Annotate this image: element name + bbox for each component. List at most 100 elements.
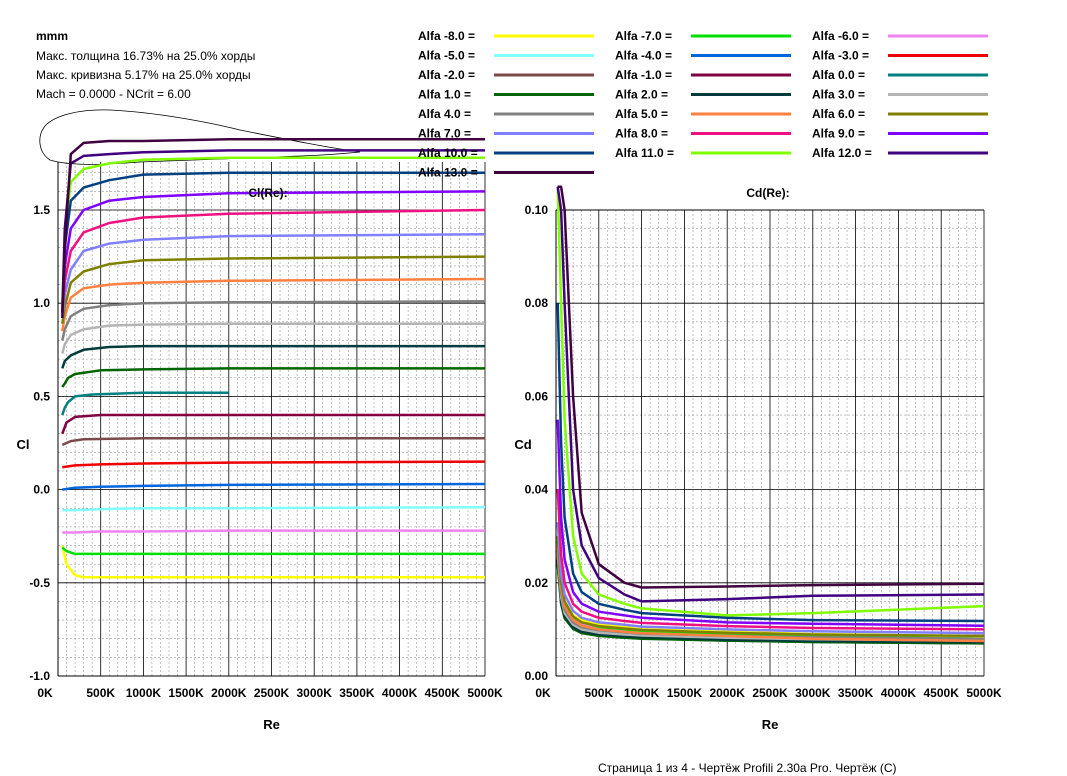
x-tick-label: 5000K [966, 686, 1002, 700]
series-line [61, 322, 485, 354]
y-axis-label: Cl [17, 437, 30, 452]
x-tick-label: 1000K [624, 686, 660, 700]
x-tick-label: 3000K [795, 686, 831, 700]
series-line [556, 536, 985, 638]
series-line [62, 529, 485, 534]
legend-label: Alfa -1.0 = [615, 68, 672, 82]
x-tick-label: 1500K [168, 686, 204, 700]
y-tick-label: 1.5 [33, 203, 50, 217]
series-line [556, 522, 985, 635]
legend: Alfa -8.0 = Alfa -7.0 = Alfa -6.0 = Alfa -5… [418, 29, 988, 180]
legend-label: Alfa 12.0 = [812, 146, 872, 160]
y-tick-label: 0.08 [525, 296, 549, 310]
series-line [61, 277, 486, 332]
y-tick-label: 0.04 [525, 483, 549, 497]
cd-axes: 0.00 0.02 0.04 0.06 0.08 0.10 0K 500K 1000K 1500K… [514, 186, 1002, 732]
x-tick-label: 3500K [339, 686, 375, 700]
x-tick-label: 2500K [254, 686, 290, 700]
y-tick-label: 0.10 [525, 203, 549, 217]
series-line [556, 419, 985, 627]
series-line [61, 156, 485, 309]
chart-title: Cd(Re): [746, 186, 789, 200]
max-thickness-text: Макс. толщина 16.73% на 25.0% хорды [36, 49, 256, 63]
cl-chart-grid [57, 162, 486, 677]
series-line [61, 208, 486, 313]
mach-ncrit-text: Mach = 0.0000 - NCrit = 6.00 [36, 87, 191, 101]
series-line [61, 344, 485, 369]
legend-label: Alfa -8.0 = [418, 29, 475, 43]
cd-chart-grid [555, 209, 985, 677]
legend-label: Alfa 6.0 = [812, 107, 865, 121]
series-line [61, 437, 485, 447]
cl-series-group [61, 137, 486, 579]
legend-label: Alfa 2.0 = [615, 88, 668, 102]
legend-label: Alfa 1.0 = [418, 88, 471, 102]
x-tick-label: 0K [37, 686, 53, 700]
x-tick-label: 4000K [881, 686, 917, 700]
x-tick-label: 3000K [297, 686, 333, 700]
x-tick-label: 2000K [710, 686, 746, 700]
legend-label: Alfa 11.0 = [615, 146, 674, 160]
y-tick-label: -0.5 [29, 576, 50, 590]
x-tick-label: 500K [584, 686, 613, 700]
y-tick-label: 0.5 [33, 389, 50, 403]
page-footer: Страница 1 из 4 - Чертёж Profili 2.30a P… [598, 761, 897, 775]
x-tick-label: 2000K [211, 686, 247, 700]
series-line [61, 367, 485, 388]
legend-label: Alfa -2.0 = [418, 68, 475, 82]
legend-label: Alfa -7.0 = [615, 29, 672, 43]
series-line [556, 186, 985, 617]
x-tick-label: 1000K [126, 686, 162, 700]
legend-label: Alfa -4.0 = [615, 49, 672, 63]
x-tick-label: 5000K [467, 686, 503, 700]
x-tick-label: 1500K [667, 686, 703, 700]
series-line [556, 186, 985, 603]
legend-label: Alfa 5.0 = [615, 107, 668, 121]
series-line [61, 300, 486, 341]
x-axis-label: Re [762, 717, 779, 732]
max-camber-text: Макс. кривизна 5.17% на 25.0% хорды [36, 68, 251, 82]
airfoil-name: mmm [36, 29, 69, 43]
x-tick-label: 4500K [425, 686, 461, 700]
series-line [61, 545, 485, 579]
legend-label: Alfa 4.0 = [418, 107, 471, 121]
y-tick-label: 1.0 [33, 296, 50, 310]
x-tick-label: 500K [86, 686, 115, 700]
legend-label: Alfa 3.0 = [812, 88, 865, 102]
series-line [557, 185, 985, 589]
x-tick-label: 0K [535, 686, 551, 700]
series-line [61, 190, 486, 309]
legend-label: Alfa -5.0 = [418, 49, 475, 63]
series-line [61, 255, 486, 324]
series-line [62, 460, 486, 469]
series-line [61, 391, 229, 416]
series-line [61, 137, 485, 319]
x-tick-label: 4000K [382, 686, 418, 700]
x-tick-label: 3500K [838, 686, 874, 700]
legend-label: Alfa 13.0 = [418, 166, 478, 180]
series-line [62, 506, 486, 512]
chart-title: Cl(Re): [248, 186, 287, 200]
y-tick-label: 0.02 [525, 576, 549, 590]
y-axis-label: Cd [514, 437, 531, 452]
series-line [61, 413, 485, 435]
legend-label: Alfa -6.0 = [812, 29, 869, 43]
legend-label: Alfa 0.0 = [812, 68, 865, 82]
y-tick-label: 0.00 [525, 669, 549, 683]
x-tick-label: 2500K [752, 686, 788, 700]
x-tick-label: 4500K [924, 686, 960, 700]
cd-series-group [556, 185, 985, 645]
legend-label: Alfa 9.0 = [812, 127, 865, 141]
y-tick-label: 0.0 [33, 483, 50, 497]
series-line [556, 489, 985, 631]
legend-label: Alfa 8.0 = [615, 127, 668, 141]
series-line [61, 232, 486, 319]
cl-axes: -1.0 -0.5 0.0 0.5 1.0 1.5 0K 500K 1000K 1500K 2000… [17, 162, 503, 732]
y-tick-label: -1.0 [29, 669, 50, 683]
series-line [62, 482, 486, 491]
legend-label: Alfa 7.0 = [418, 127, 471, 141]
series-line [556, 303, 985, 623]
y-tick-label: 0.06 [525, 389, 549, 403]
series-line [61, 546, 485, 556]
